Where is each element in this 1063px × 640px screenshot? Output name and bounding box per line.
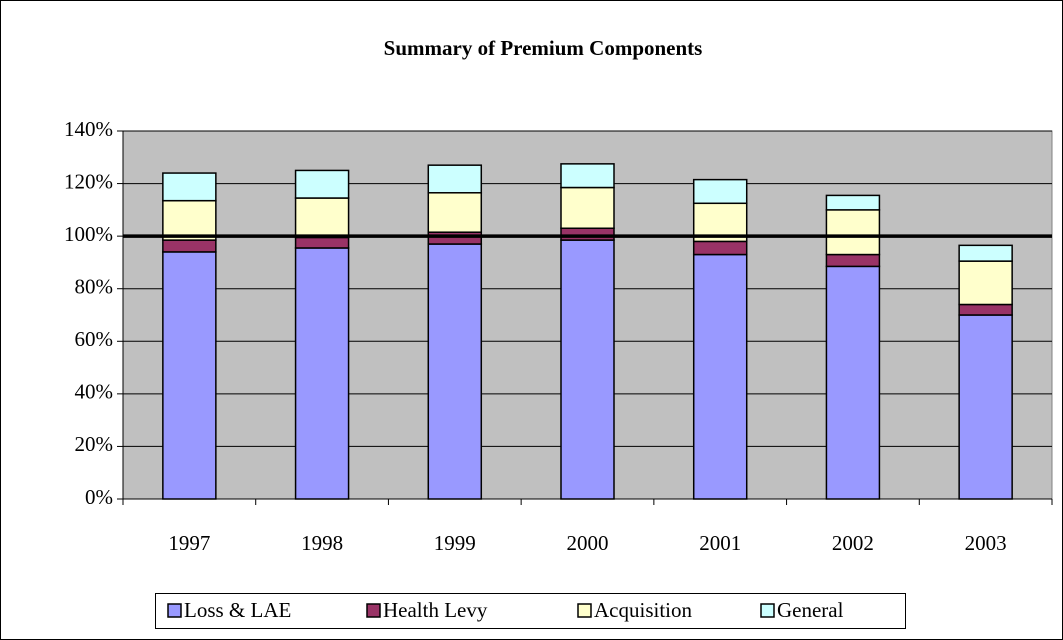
bar-segment <box>825 253 881 268</box>
bar-segment <box>162 239 217 253</box>
bar-segment <box>162 251 217 500</box>
bar-segment <box>162 199 217 241</box>
y-tick-label: 20% <box>75 432 114 456</box>
bar-segment <box>162 172 217 202</box>
x-tick-label: 1997 <box>168 531 210 555</box>
y-tick-label: 120% <box>64 169 113 193</box>
y-tick-label: 80% <box>75 275 114 299</box>
legend-label: Health Levy <box>383 598 488 622</box>
bar-segment <box>560 186 615 230</box>
y-tick-label: 60% <box>75 327 114 351</box>
x-tick-label: 2002 <box>832 531 874 555</box>
bar-segment <box>560 163 615 189</box>
legend-box <box>155 593 906 629</box>
bar-segment <box>692 240 748 256</box>
legend-swatch <box>366 603 381 618</box>
x-tick-label: 2003 <box>965 531 1007 555</box>
legend-swatch <box>760 603 775 618</box>
legend-swatch <box>167 603 182 618</box>
bar-segment <box>825 265 881 500</box>
bar-segment <box>958 314 1013 500</box>
y-tick-label: 40% <box>75 380 114 404</box>
bar-segment <box>427 243 483 500</box>
bar-segment <box>692 178 748 205</box>
bar-segment <box>427 231 483 245</box>
bar-segment <box>958 303 1013 316</box>
y-tick-label: 100% <box>64 222 113 246</box>
bar-segment <box>692 253 748 500</box>
bar-segment <box>958 244 1013 262</box>
chart-title: Summary of Premium Components <box>384 36 703 60</box>
x-tick-label: 2000 <box>567 531 609 555</box>
x-tick-label: 1998 <box>301 531 343 555</box>
bar-segment <box>825 209 881 256</box>
y-tick-label: 0% <box>85 485 113 509</box>
x-tick-label: 2001 <box>699 531 741 555</box>
x-tick-label: 1999 <box>434 531 476 555</box>
bar-segment <box>958 260 1013 306</box>
bar-segment <box>427 192 483 233</box>
legend-label: Loss & LAE <box>184 598 291 622</box>
legend-label: Acquisition <box>594 598 692 622</box>
bar-segment <box>427 164 483 194</box>
y-tick-label: 140% <box>64 117 113 141</box>
legend-label: General <box>777 598 844 622</box>
bar-segment <box>560 239 615 500</box>
bar-segment <box>560 227 615 241</box>
bar-segment <box>294 236 350 249</box>
bar-segment <box>825 194 881 211</box>
bar-segment <box>294 247 350 500</box>
bar-segment <box>294 197 350 239</box>
legend-swatch <box>577 603 592 618</box>
bar-segment <box>294 169 350 199</box>
